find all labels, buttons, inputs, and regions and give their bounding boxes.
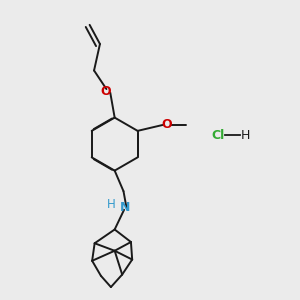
Text: O: O: [100, 85, 111, 98]
Text: N: N: [120, 201, 130, 214]
Text: H: H: [241, 129, 250, 142]
Text: Cl: Cl: [211, 129, 224, 142]
Text: O: O: [162, 118, 172, 131]
Text: H: H: [107, 198, 116, 211]
